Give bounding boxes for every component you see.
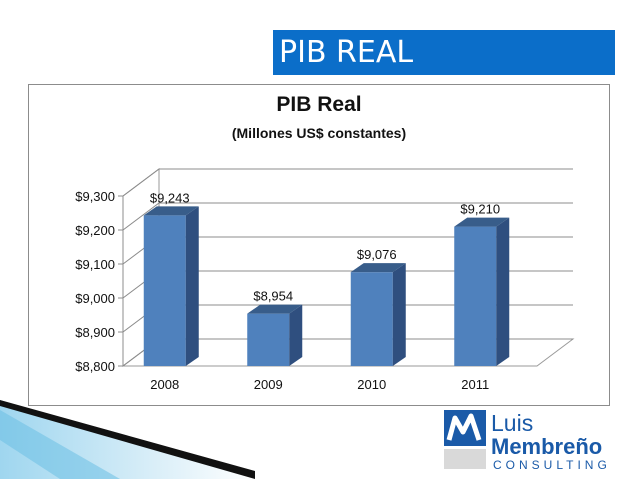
chart-title: PIB Real bbox=[276, 93, 362, 116]
y-tick-label: $9,300 bbox=[75, 189, 115, 204]
logo-line2: Membreño bbox=[491, 434, 602, 459]
x-tick-label: 2010 bbox=[357, 377, 386, 392]
bar-side bbox=[392, 263, 406, 366]
bar-top bbox=[350, 263, 406, 273]
logo-graphic: Luis Membreño CONSULTING bbox=[444, 410, 611, 472]
swoosh-accent-shape bbox=[0, 410, 120, 479]
slide-title: PIB REAL bbox=[273, 30, 615, 75]
logo-line1: Luis bbox=[491, 410, 533, 436]
bar-side bbox=[185, 206, 199, 366]
y-tick-label: $9,100 bbox=[75, 257, 115, 272]
logo-line3: CONSULTING bbox=[493, 458, 611, 472]
footer-swoosh-decoration bbox=[0, 400, 255, 479]
gridline bbox=[122, 202, 573, 231]
data-label: $8,954 bbox=[253, 289, 293, 304]
y-tick-label: $8,900 bbox=[75, 325, 115, 340]
bar-top bbox=[247, 304, 303, 314]
data-label: $9,076 bbox=[357, 247, 397, 262]
data-label: $9,210 bbox=[460, 202, 500, 217]
bar-side bbox=[496, 217, 510, 366]
bar-front bbox=[350, 272, 393, 366]
data-label: $9,243 bbox=[150, 190, 190, 205]
x-tick-label: 2009 bbox=[254, 377, 283, 392]
company-logo: Luis Membreño CONSULTING bbox=[441, 404, 616, 472]
gridline bbox=[122, 168, 573, 197]
swoosh-dark-stroke bbox=[0, 400, 255, 479]
logo-grey-block bbox=[444, 449, 486, 469]
bar-front bbox=[143, 215, 186, 366]
bar-top bbox=[143, 206, 199, 216]
bar-side bbox=[289, 304, 303, 366]
y-tick-label: $8,800 bbox=[75, 359, 115, 374]
x-tick-label: 2011 bbox=[461, 377, 489, 392]
chart-subtitle: (Millones US$ constantes) bbox=[231, 125, 407, 141]
y-tick-label: $9,000 bbox=[75, 291, 115, 306]
y-tick-label: $9,200 bbox=[75, 223, 115, 238]
logo-m-icon bbox=[446, 413, 482, 441]
bar-front bbox=[454, 226, 497, 366]
x-tick-label: 2008 bbox=[150, 377, 179, 392]
bar-top bbox=[454, 217, 510, 227]
bar-front bbox=[247, 313, 290, 366]
